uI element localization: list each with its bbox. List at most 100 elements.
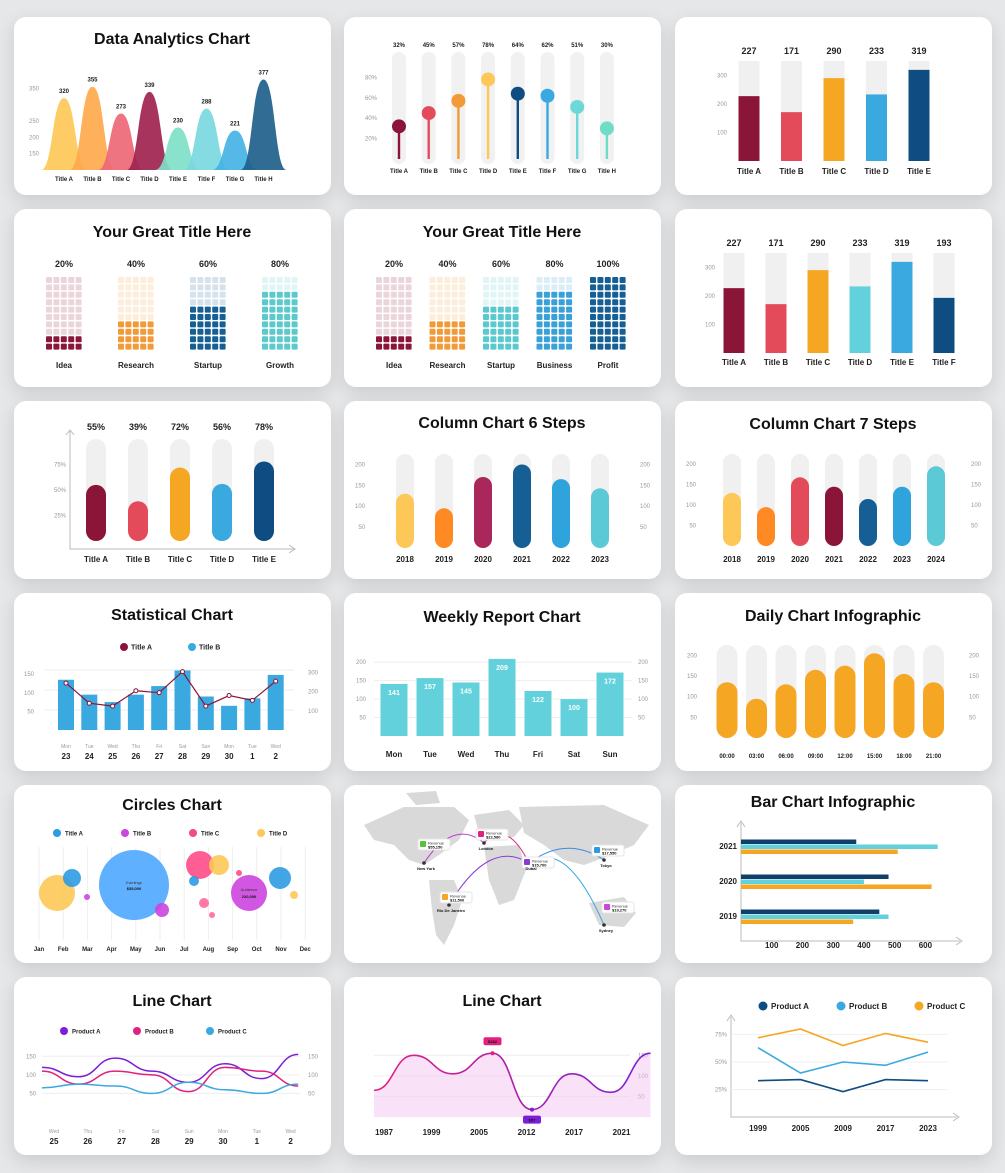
waffle-cell xyxy=(459,306,466,313)
legend-label: Product A xyxy=(771,1002,809,1011)
waffle-cell xyxy=(436,299,443,306)
waffle-cell xyxy=(490,277,497,283)
data-label: 320 xyxy=(59,89,70,95)
y-tick-label: 100 xyxy=(355,504,366,510)
waffle-cell xyxy=(597,277,604,283)
lollipop-head xyxy=(510,86,525,101)
waffle-cell xyxy=(140,328,147,335)
waffle-cell xyxy=(262,291,268,298)
y-tick-label-right: 150 xyxy=(640,483,651,489)
waffle-cell xyxy=(60,284,67,291)
waffle-cell xyxy=(543,306,550,313)
x-tick-label: 18:00 xyxy=(896,754,912,760)
waffle-cell xyxy=(459,277,466,283)
bar xyxy=(151,686,168,730)
waffle-cell xyxy=(543,328,550,335)
x-tick-label: Title A xyxy=(84,555,108,564)
bar xyxy=(488,658,516,736)
waffle-cell xyxy=(536,321,543,328)
x-tick-label: Title B xyxy=(764,358,789,367)
legend-label: Title C xyxy=(201,832,220,838)
y-tick-right: 300 xyxy=(308,671,319,677)
city-tag-icon xyxy=(478,831,484,837)
y-tick-label: 40% xyxy=(365,116,378,122)
chart-column-6-steps: Column Chart 6 Steps 200 200 150 150 100 100 50… xyxy=(355,415,651,564)
y-tick-label: 20% xyxy=(365,137,378,143)
waffle-cell xyxy=(197,328,204,335)
waffle-cell xyxy=(197,291,204,298)
bar xyxy=(474,476,492,548)
waffle-cell xyxy=(190,291,196,298)
x-date-label: 30 xyxy=(225,752,234,761)
data-label: 20% xyxy=(385,259,403,269)
city-tag-icon xyxy=(604,904,610,910)
waffle-cell xyxy=(132,277,139,283)
city-tag-caption: Revenue xyxy=(428,841,445,846)
waffle-cell xyxy=(536,291,543,298)
x-tick-label: 2022 xyxy=(859,555,877,564)
data-label: 290 xyxy=(826,46,841,56)
hbar xyxy=(741,839,857,844)
waffle-cell xyxy=(383,306,390,313)
waffle-cell xyxy=(536,336,543,343)
bar xyxy=(923,682,944,738)
city-tag-caption: Revenue xyxy=(532,859,549,864)
waffle-cell xyxy=(558,314,565,320)
x-date-label: 25 xyxy=(50,1137,59,1146)
chart-statistical: Statistical Chart Title A Title B 150 100 50 3… xyxy=(24,607,319,761)
data-label: 55% xyxy=(87,422,105,432)
waffle-cell xyxy=(536,284,543,291)
x-tick-label: 2005 xyxy=(470,1128,488,1137)
chart-column-7-steps: Column Chart 7 Steps 200 200 150 150 100 100 50… xyxy=(686,416,982,564)
waffle-cell xyxy=(551,328,558,335)
lollipop-stem xyxy=(486,79,490,159)
city-dot xyxy=(482,841,486,845)
waffle-cell xyxy=(497,336,504,343)
x-tick-label: Title C xyxy=(822,167,847,176)
waffle-cell xyxy=(262,336,268,343)
bar xyxy=(170,467,190,541)
waffle-cell xyxy=(558,336,565,343)
waffle-cell xyxy=(284,306,291,313)
bar xyxy=(825,486,843,546)
waffle-cell xyxy=(459,328,466,335)
data-label: 39% xyxy=(129,422,147,432)
waffle-cell xyxy=(451,299,458,306)
city-dot xyxy=(422,861,426,865)
waffle-cell xyxy=(276,277,283,283)
waffle-cell xyxy=(383,343,390,350)
waffle-cell xyxy=(190,343,196,350)
x-day-label: Wed xyxy=(107,744,117,750)
legend-label: Title B xyxy=(133,832,152,838)
waffle-cell xyxy=(619,343,626,350)
waffle-cell xyxy=(497,277,504,283)
data-label: 45% xyxy=(423,43,436,49)
waffle-cell xyxy=(451,343,458,350)
waffle-cell xyxy=(262,343,268,350)
waffle-cell xyxy=(590,336,596,343)
y-tick-label-right: 200 xyxy=(971,462,982,468)
x-tick-label: Growth xyxy=(266,361,294,370)
chart-title: Circles Chart xyxy=(122,797,222,814)
y-tick-label: 2021 xyxy=(719,842,737,851)
y-tick-right: 100 xyxy=(638,697,649,703)
y-tick-right: 100 xyxy=(308,1073,319,1079)
card-column-6-steps: Column Chart 6 Steps 200 200 150 150 100 100 50… xyxy=(344,401,661,579)
waffle-cell xyxy=(46,277,52,283)
waffle-cell xyxy=(597,321,604,328)
x-tick-label: Title G xyxy=(568,169,587,175)
waffle-cell xyxy=(619,277,626,283)
waffle-cell xyxy=(60,291,67,298)
data-label: 30% xyxy=(601,43,614,49)
waffle-cell xyxy=(204,291,211,298)
waffle-cell xyxy=(68,284,75,291)
waffle-cell xyxy=(483,343,489,350)
bubble xyxy=(84,894,90,900)
waffle-cell xyxy=(291,328,298,335)
x-day-label: Tue xyxy=(85,744,94,750)
waffle-cell xyxy=(276,314,283,320)
waffle-cell xyxy=(291,343,298,350)
y-tick-left: 100 xyxy=(24,691,35,697)
bubble xyxy=(189,876,199,886)
x-tick-label: 21:00 xyxy=(926,754,942,760)
